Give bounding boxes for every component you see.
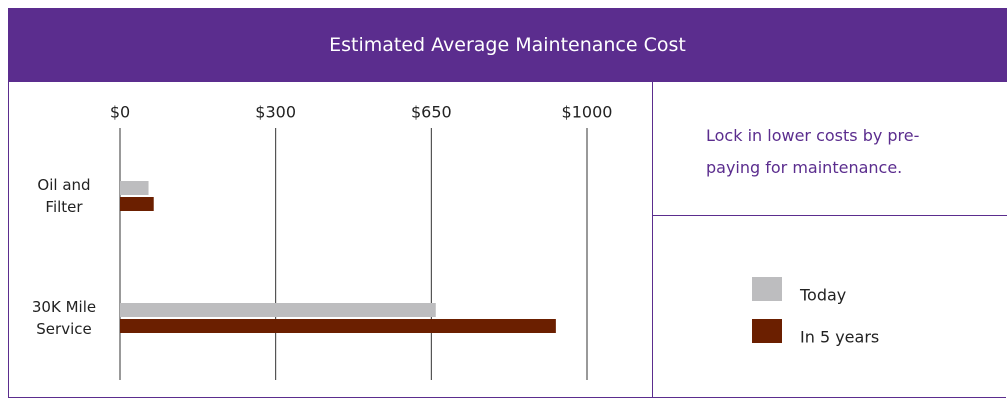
divider (652, 82, 653, 398)
divider (652, 215, 1007, 216)
chart-title: Estimated Average Maintenance Cost (8, 8, 1007, 82)
x-tick-label: $300 (255, 103, 296, 122)
bar (120, 181, 149, 195)
note: Lock in lower costs by pre-paying for ma… (706, 126, 920, 177)
bar (120, 319, 556, 333)
x-tick-label: $1000 (562, 103, 613, 122)
bar (120, 197, 154, 211)
y-tick-label: Oil and Filter (37, 176, 91, 216)
y-tick-label: 30K Mile Service (31, 298, 97, 338)
legend-swatch (752, 277, 782, 301)
legend-label: In 5 years (800, 327, 880, 347)
x-tick-label: $650 (411, 103, 452, 122)
legend-label: Today (800, 285, 847, 305)
bar (120, 303, 436, 317)
x-tick-label: $0 (110, 103, 130, 122)
legend-swatch (752, 319, 782, 343)
